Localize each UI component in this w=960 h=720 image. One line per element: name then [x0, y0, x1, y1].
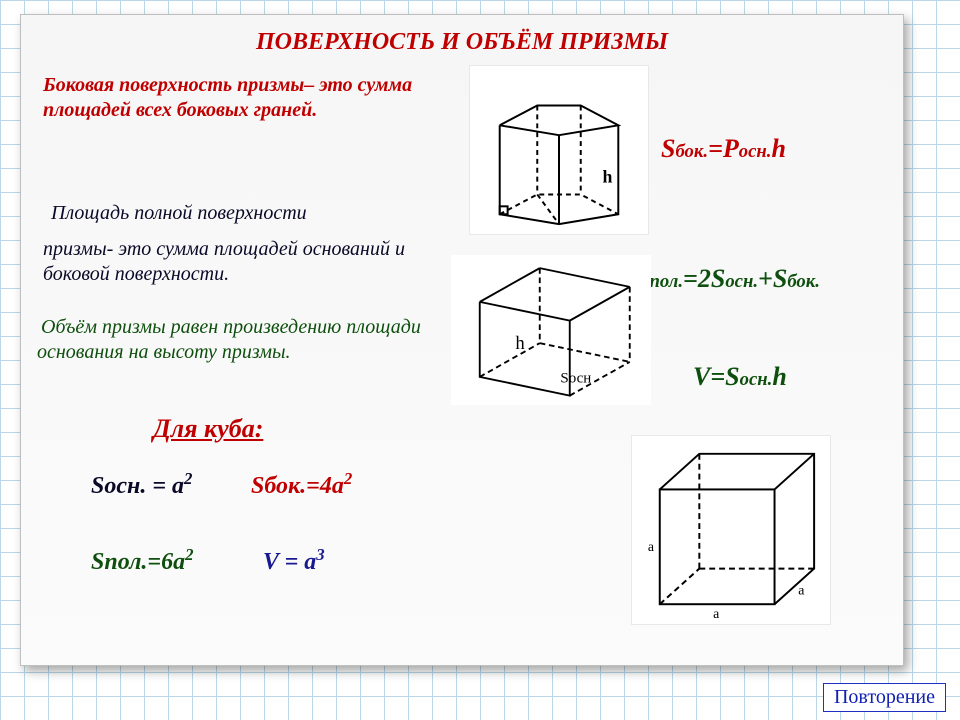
definition-full-part1: Площадь полной поверхности	[51, 201, 441, 226]
cube-volume: V = a3	[263, 545, 325, 577]
svg-text:a: a	[798, 582, 804, 597]
cube-header: Для куба:	[153, 413, 263, 446]
figure-pentagonal-prism: h	[469, 65, 649, 235]
formula-full: Sпол.=2Sосн.+Sбок.	[635, 263, 820, 296]
svg-text:h: h	[602, 167, 612, 187]
definition-lateral: Боковая поверхность призмы– это сумма пл…	[43, 73, 433, 123]
cube-s-bok: Sбок.=4a2	[251, 469, 352, 501]
formula-volume: V=Sосн.h	[693, 361, 787, 394]
svg-text:a: a	[713, 606, 719, 621]
definition-full-part2: призмы- это сумма площадей оснований и б…	[43, 237, 433, 287]
repeat-button[interactable]: Повторение	[823, 683, 946, 712]
definition-volume: Объём призмы равен произведению площади …	[37, 315, 433, 365]
cube-s-osn: Sосн. = a2	[91, 469, 192, 501]
slide-title: ПОВЕРХНОСТЬ И ОБЪЁМ ПРИЗМЫ	[21, 29, 903, 56]
figure-triangular-prism: h Sосн	[451, 255, 651, 405]
svg-text:Sосн: Sосн	[560, 371, 591, 387]
cube-s-pol: Sпол.=6a2	[91, 545, 193, 577]
figure-cube: a a a	[631, 435, 831, 625]
svg-text:a: a	[648, 539, 654, 554]
slide-card: ПОВЕРХНОСТЬ И ОБЪЁМ ПРИЗМЫ Боковая повер…	[20, 14, 904, 666]
formula-lateral: Sбок.=Pосн.h	[661, 133, 786, 166]
svg-text:h: h	[515, 333, 525, 354]
page-background: ПОВЕРХНОСТЬ И ОБЪЁМ ПРИЗМЫ Боковая повер…	[0, 0, 960, 720]
